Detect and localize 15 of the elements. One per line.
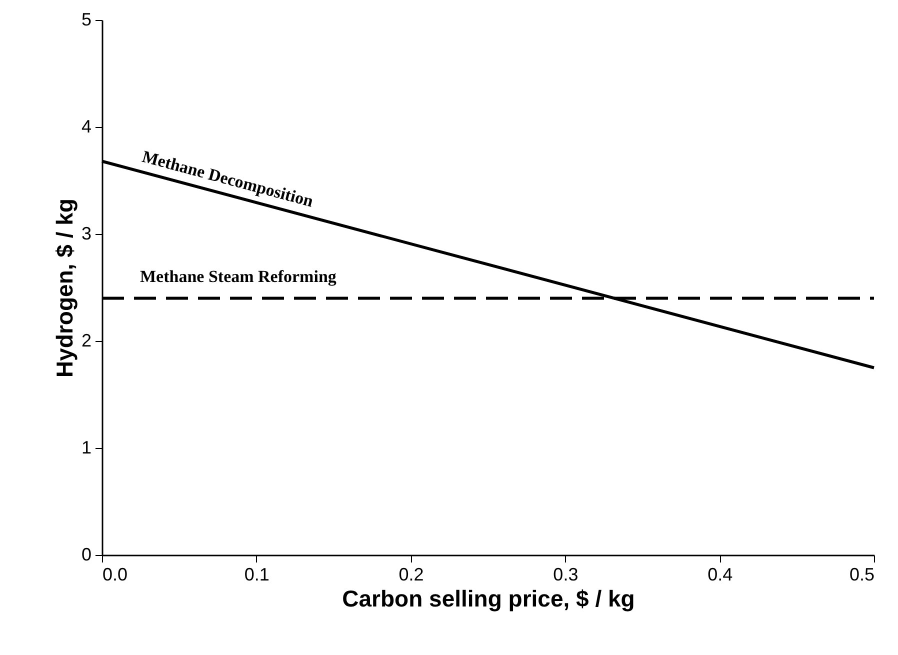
x-tick-label: 0.5	[849, 564, 874, 584]
x-tick-label: 0.2	[398, 564, 424, 584]
x-axis-title: Carbon selling price, $ / kg	[342, 586, 635, 612]
y-tick-label: 4	[81, 116, 92, 136]
y-tick-label: 5	[81, 10, 92, 30]
y-tick-label: 1	[81, 438, 92, 458]
x-tick-label: 0.4	[708, 564, 733, 584]
x-tick-label: 0.0	[102, 564, 128, 584]
y-tick-label: 2	[81, 330, 92, 350]
y-tick-label: 0	[81, 544, 92, 564]
y-axis-title: Hydrogen, $ / kg	[51, 198, 78, 378]
series-label: Methane Steam Reforming	[140, 267, 337, 286]
x-tick-label: 0.3	[553, 564, 578, 584]
x-tick-label: 0.1	[244, 564, 270, 584]
y-tick-label: 3	[81, 224, 92, 244]
